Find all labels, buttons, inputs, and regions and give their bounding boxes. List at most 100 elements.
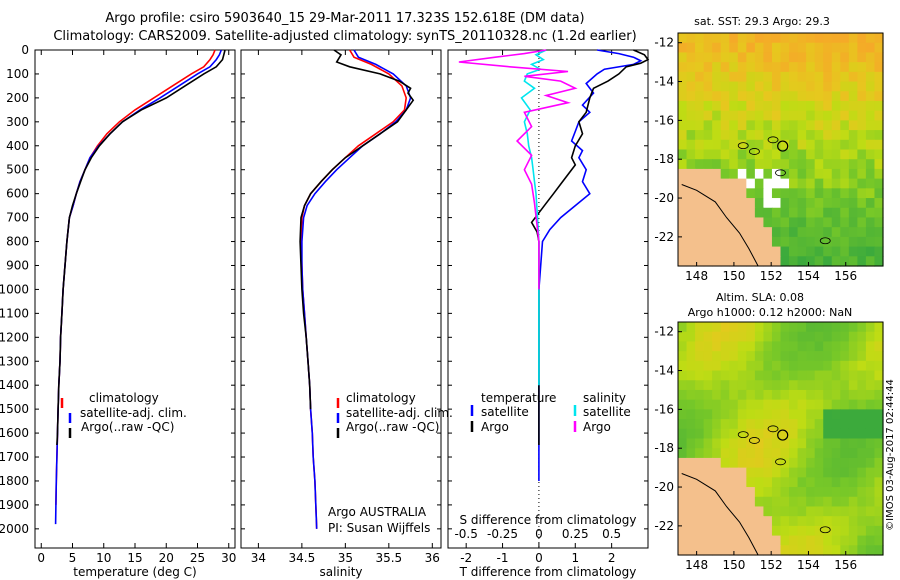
map-cell bbox=[703, 535, 713, 546]
map-cell bbox=[771, 246, 782, 257]
y-tick-label: 1200 bbox=[0, 330, 29, 344]
map-x-tick-label: 152 bbox=[760, 558, 783, 572]
map-cell bbox=[703, 120, 713, 131]
map-cell bbox=[678, 448, 688, 459]
s-tick-label: 0.25 bbox=[562, 527, 589, 541]
map-cell bbox=[729, 42, 739, 54]
map-cell bbox=[712, 110, 722, 121]
x-tick-label: 1 bbox=[571, 551, 579, 565]
map-cell bbox=[840, 33, 850, 44]
map-cell bbox=[848, 91, 858, 102]
map-cell bbox=[848, 428, 858, 440]
map-cell bbox=[746, 110, 756, 121]
map-cell bbox=[678, 178, 688, 189]
y-tick-label: 1800 bbox=[0, 474, 29, 488]
x-tick-label: 2 bbox=[608, 551, 616, 565]
map-cell bbox=[865, 139, 876, 151]
map-cell bbox=[729, 188, 739, 199]
map-x-tick-label: 150 bbox=[722, 269, 745, 283]
map-cell bbox=[737, 52, 747, 63]
map-cell bbox=[746, 370, 756, 381]
reef-outline bbox=[767, 136, 779, 144]
map-cell bbox=[806, 81, 816, 92]
map-cell bbox=[797, 496, 807, 508]
map-cell bbox=[797, 246, 807, 257]
map-cell bbox=[754, 370, 765, 381]
map-cell bbox=[780, 516, 790, 527]
map-cell bbox=[806, 227, 816, 238]
map-cell bbox=[737, 62, 747, 73]
legend-label-satellite: satellite-adj. clim. bbox=[346, 406, 453, 420]
map-cell bbox=[737, 227, 747, 238]
map-cell bbox=[754, 207, 765, 219]
map-cell bbox=[789, 246, 799, 257]
map-cell bbox=[831, 409, 841, 420]
map-cell bbox=[771, 71, 782, 83]
map-cell bbox=[771, 360, 782, 372]
map-cell bbox=[814, 81, 824, 92]
map-cell bbox=[814, 409, 824, 420]
map-cell bbox=[720, 81, 730, 92]
map-cell bbox=[865, 545, 876, 556]
x-tick-label: 0 bbox=[535, 551, 543, 565]
map-cell bbox=[874, 33, 884, 44]
map-cell bbox=[874, 360, 884, 372]
map-cell bbox=[712, 227, 722, 238]
map-cell bbox=[789, 428, 799, 440]
map-cell bbox=[729, 341, 739, 352]
map-cell bbox=[789, 139, 799, 151]
map-cell bbox=[814, 525, 824, 537]
map-cell bbox=[695, 110, 705, 121]
map-cell bbox=[695, 428, 705, 440]
map-cell bbox=[823, 52, 833, 63]
map-cell bbox=[678, 130, 688, 141]
map-cell bbox=[754, 409, 765, 420]
map-cell bbox=[763, 516, 773, 527]
map-cell bbox=[865, 198, 876, 209]
map-cell bbox=[746, 227, 756, 238]
map-cell bbox=[780, 545, 790, 556]
map-cell bbox=[874, 62, 884, 73]
map-cell bbox=[712, 322, 722, 333]
map-cell bbox=[806, 159, 816, 170]
map-cell bbox=[763, 139, 773, 151]
y-tick-label: 1500 bbox=[0, 402, 29, 416]
map-cell bbox=[831, 419, 841, 430]
map-cell bbox=[695, 42, 705, 54]
map-cell bbox=[857, 370, 867, 381]
map-cell bbox=[703, 351, 713, 362]
map-cell bbox=[840, 227, 850, 238]
map-cell bbox=[678, 62, 688, 73]
map-cell bbox=[874, 331, 884, 343]
map-cell bbox=[840, 457, 850, 469]
y-tick-label: 1900 bbox=[0, 498, 29, 512]
map-cell bbox=[806, 525, 816, 537]
map-cell bbox=[831, 71, 841, 83]
map-cell bbox=[814, 198, 824, 209]
x-tick-label: 34 bbox=[251, 551, 266, 565]
map-cell bbox=[874, 525, 884, 537]
map-cell bbox=[737, 477, 747, 488]
map-cell bbox=[806, 496, 816, 508]
map-cell bbox=[737, 207, 747, 219]
map-cell bbox=[823, 351, 833, 362]
map-cell bbox=[865, 62, 876, 73]
map-cell bbox=[814, 380, 824, 391]
y-tick-label: 400 bbox=[6, 139, 29, 153]
map-cell bbox=[763, 380, 773, 391]
map-cell bbox=[695, 331, 705, 343]
map-cell bbox=[686, 52, 696, 63]
map-cell bbox=[823, 207, 833, 219]
map-cell bbox=[720, 227, 730, 238]
map-cell bbox=[831, 487, 841, 498]
map-cell bbox=[686, 438, 696, 449]
map-cell bbox=[857, 178, 867, 189]
map-cell bbox=[763, 419, 773, 430]
map-cell bbox=[737, 322, 747, 333]
map-cell bbox=[797, 506, 807, 517]
map-cell bbox=[797, 120, 807, 131]
map-cell bbox=[806, 477, 816, 488]
map-cell bbox=[789, 370, 799, 381]
map-cell bbox=[686, 535, 696, 546]
map-cell bbox=[703, 217, 713, 228]
